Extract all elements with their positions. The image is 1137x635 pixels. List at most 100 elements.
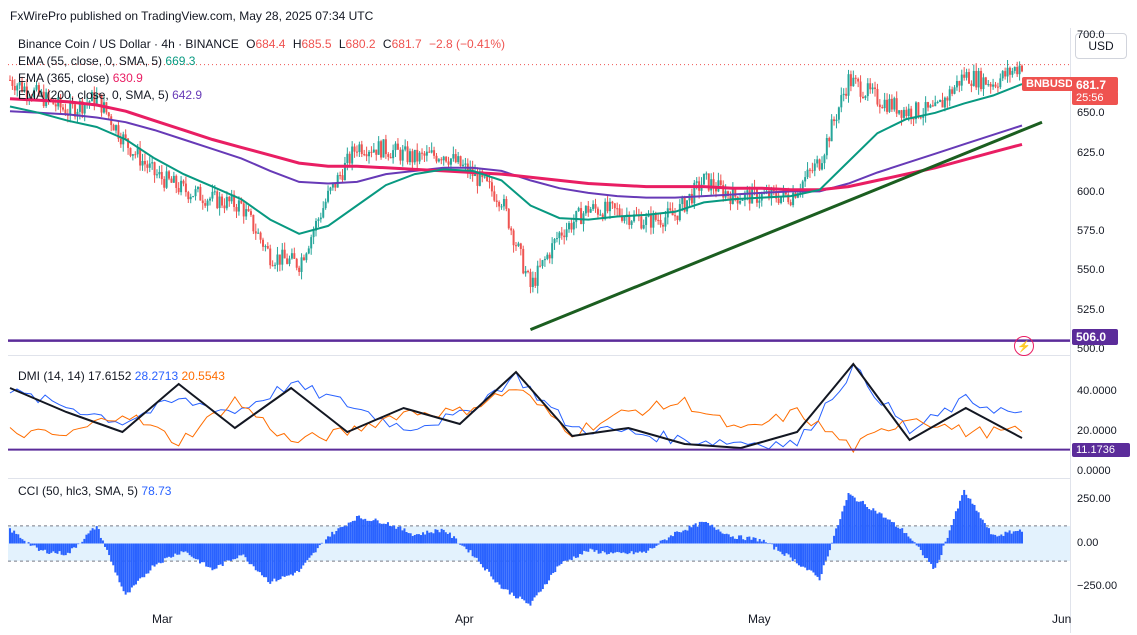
pane-separator[interactable]: [8, 355, 1070, 356]
candle-body: [23, 86, 26, 92]
candle-body: [117, 125, 120, 139]
candle-body: [548, 254, 551, 259]
ema200-value: 642.9: [172, 88, 203, 102]
candle-body: [490, 182, 493, 192]
candle-body: [124, 134, 127, 139]
candle-body: [69, 101, 72, 116]
candle-body: [107, 112, 110, 117]
candle-body: [28, 97, 31, 99]
candle-body: [1001, 71, 1004, 79]
candle-body: [392, 150, 395, 159]
candle-body: [389, 156, 392, 159]
candle-body: [199, 186, 202, 201]
dmi-legend[interactable]: DMI (14, 14) 17.6152 28.2713 20.5543: [18, 369, 225, 383]
candle-body: [399, 149, 402, 161]
candle-body: [230, 194, 233, 202]
candle-body: [849, 74, 852, 87]
candle-body: [895, 98, 898, 114]
candle-body: [404, 146, 407, 150]
candle-body: [134, 154, 137, 156]
candle-body: [654, 213, 657, 220]
candle-body: [408, 151, 411, 163]
candle-body: [890, 98, 893, 110]
ema365-legend[interactable]: EMA (365, close) 630.9: [18, 71, 143, 85]
candle-body: [500, 206, 503, 208]
publisher-caption: FxWirePro published on TradingView.com, …: [10, 9, 374, 23]
pane-separator[interactable]: [8, 478, 1070, 479]
candle-body: [825, 138, 828, 156]
candle-body: [95, 94, 98, 105]
candle-body: [100, 94, 103, 113]
candle-body: [168, 171, 171, 179]
ema55-legend[interactable]: EMA (55, close, 0, SMA, 5) 669.3: [18, 54, 196, 68]
candle-body: [146, 164, 149, 168]
candle-body: [534, 277, 537, 286]
candle-body: [305, 253, 308, 261]
candle-body: [515, 245, 517, 247]
candle-body: [900, 110, 903, 118]
candle-body: [739, 200, 742, 204]
lightning-icon[interactable]: ⚡: [1014, 336, 1034, 356]
candle-body: [939, 99, 942, 102]
candle-body: [958, 80, 961, 86]
candle-body: [695, 181, 698, 183]
countdown-badge: 25:56: [1072, 91, 1118, 105]
candle-body: [49, 98, 52, 100]
dmi-series-line: [9, 389, 1023, 454]
dmi-adx-value: 17.6152: [88, 369, 132, 383]
candle-body: [678, 204, 681, 221]
candle-body: [295, 258, 298, 268]
candle-body: [498, 201, 501, 207]
candle-body: [568, 223, 571, 230]
candle-body: [312, 230, 315, 238]
candle-body: [377, 141, 380, 155]
candle-body: [553, 239, 556, 244]
candle-body: [221, 196, 224, 206]
candle-body: [290, 253, 293, 259]
high-value: 685.5: [301, 37, 332, 51]
candle-body: [599, 214, 602, 216]
candle-body: [394, 143, 397, 151]
candle-body: [302, 257, 305, 261]
symbol-legend[interactable]: Binance Coin / US Dollar · 4h · BINANCE …: [18, 37, 506, 51]
candle-body: [992, 84, 995, 87]
candle-body: [604, 201, 607, 220]
candle-body: [293, 253, 296, 259]
candle-body: [331, 182, 334, 188]
candle-body: [25, 86, 28, 98]
candle-body: [789, 202, 792, 206]
candle-body: [955, 80, 958, 88]
candle-body: [64, 109, 67, 115]
candle-body: [570, 223, 573, 230]
cci-legend[interactable]: CCI (50, hlc3, SMA, 5) 78.73: [18, 484, 172, 498]
candle-body: [433, 150, 436, 156]
currency-button[interactable]: USD: [1075, 33, 1127, 59]
candle-body: [502, 198, 505, 207]
candle-body: [288, 258, 291, 264]
candle-body: [657, 219, 660, 221]
candle-body: [910, 108, 913, 119]
candle-body: [852, 77, 855, 87]
candle-body: [129, 147, 132, 156]
candle-body: [886, 99, 889, 112]
candle-body: [360, 144, 363, 155]
candle-body: [115, 125, 118, 131]
candle-body: [828, 138, 831, 142]
candle-body: [866, 83, 869, 97]
candle-body: [45, 92, 48, 107]
candle-body: [642, 224, 645, 229]
candle-body: [40, 91, 43, 95]
candle-body: [967, 72, 970, 84]
dmi-axis-label: 0.0000: [1077, 465, 1111, 477]
candle-body: [845, 93, 848, 96]
ema200-legend[interactable]: EMA (200, close, 0, SMA, 5) 642.9: [18, 88, 203, 102]
candle-body: [235, 207, 238, 212]
close-value: 681.7: [391, 37, 422, 51]
candle-body: [951, 89, 954, 94]
dmi-panel: [8, 362, 1070, 454]
candle-body: [30, 97, 33, 99]
candle-body: [76, 111, 79, 117]
candle-body: [74, 104, 77, 117]
candle-body: [353, 146, 356, 152]
